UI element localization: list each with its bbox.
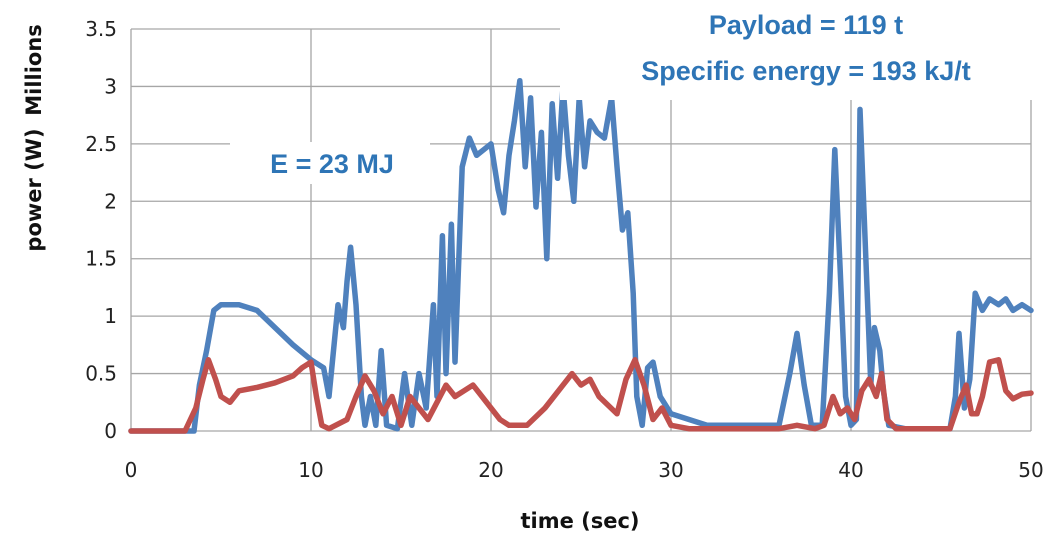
x-tick-label: 20 [478, 458, 503, 482]
x-tick-label: 10 [298, 458, 323, 482]
payload-annotation: Payload = 119 t [709, 10, 903, 40]
y-unit-label: Millions [22, 24, 46, 116]
y-tick-label: 3.5 [85, 17, 117, 41]
specific-energy-annotation: Specific energy = 193 kJ/t [641, 56, 970, 86]
payload-annotation-bg [560, 0, 1050, 100]
y-tick-label: 2 [104, 189, 117, 213]
y-tick-label: 1.5 [85, 247, 117, 271]
series-line-0 [128, 77, 1034, 434]
x-tick-label: 50 [1018, 458, 1043, 482]
tick-labels: 0 0.5 1 1.5 2 2.5 3 3.5 0 10 20 30 40 50 [85, 17, 1044, 482]
energy-annotation-bg [230, 142, 430, 184]
series-group [128, 77, 1034, 434]
x-tick-label: 0 [125, 458, 138, 482]
y-tick-label: 0.5 [85, 362, 117, 386]
y-tick-label: 3 [104, 74, 117, 98]
x-tick-label: 40 [838, 458, 863, 482]
x-tick-label: 30 [658, 458, 683, 482]
series-line-1 [128, 357, 1034, 434]
energy-annotation: E = 23 MJ [270, 149, 394, 179]
y-tick-label: 0 [104, 419, 117, 443]
y-tick-label: 2.5 [85, 132, 117, 156]
y-axis-title: power (W) [22, 128, 46, 251]
x-axis-title: time (sec) [520, 509, 639, 533]
y-tick-label: 1 [104, 304, 117, 328]
